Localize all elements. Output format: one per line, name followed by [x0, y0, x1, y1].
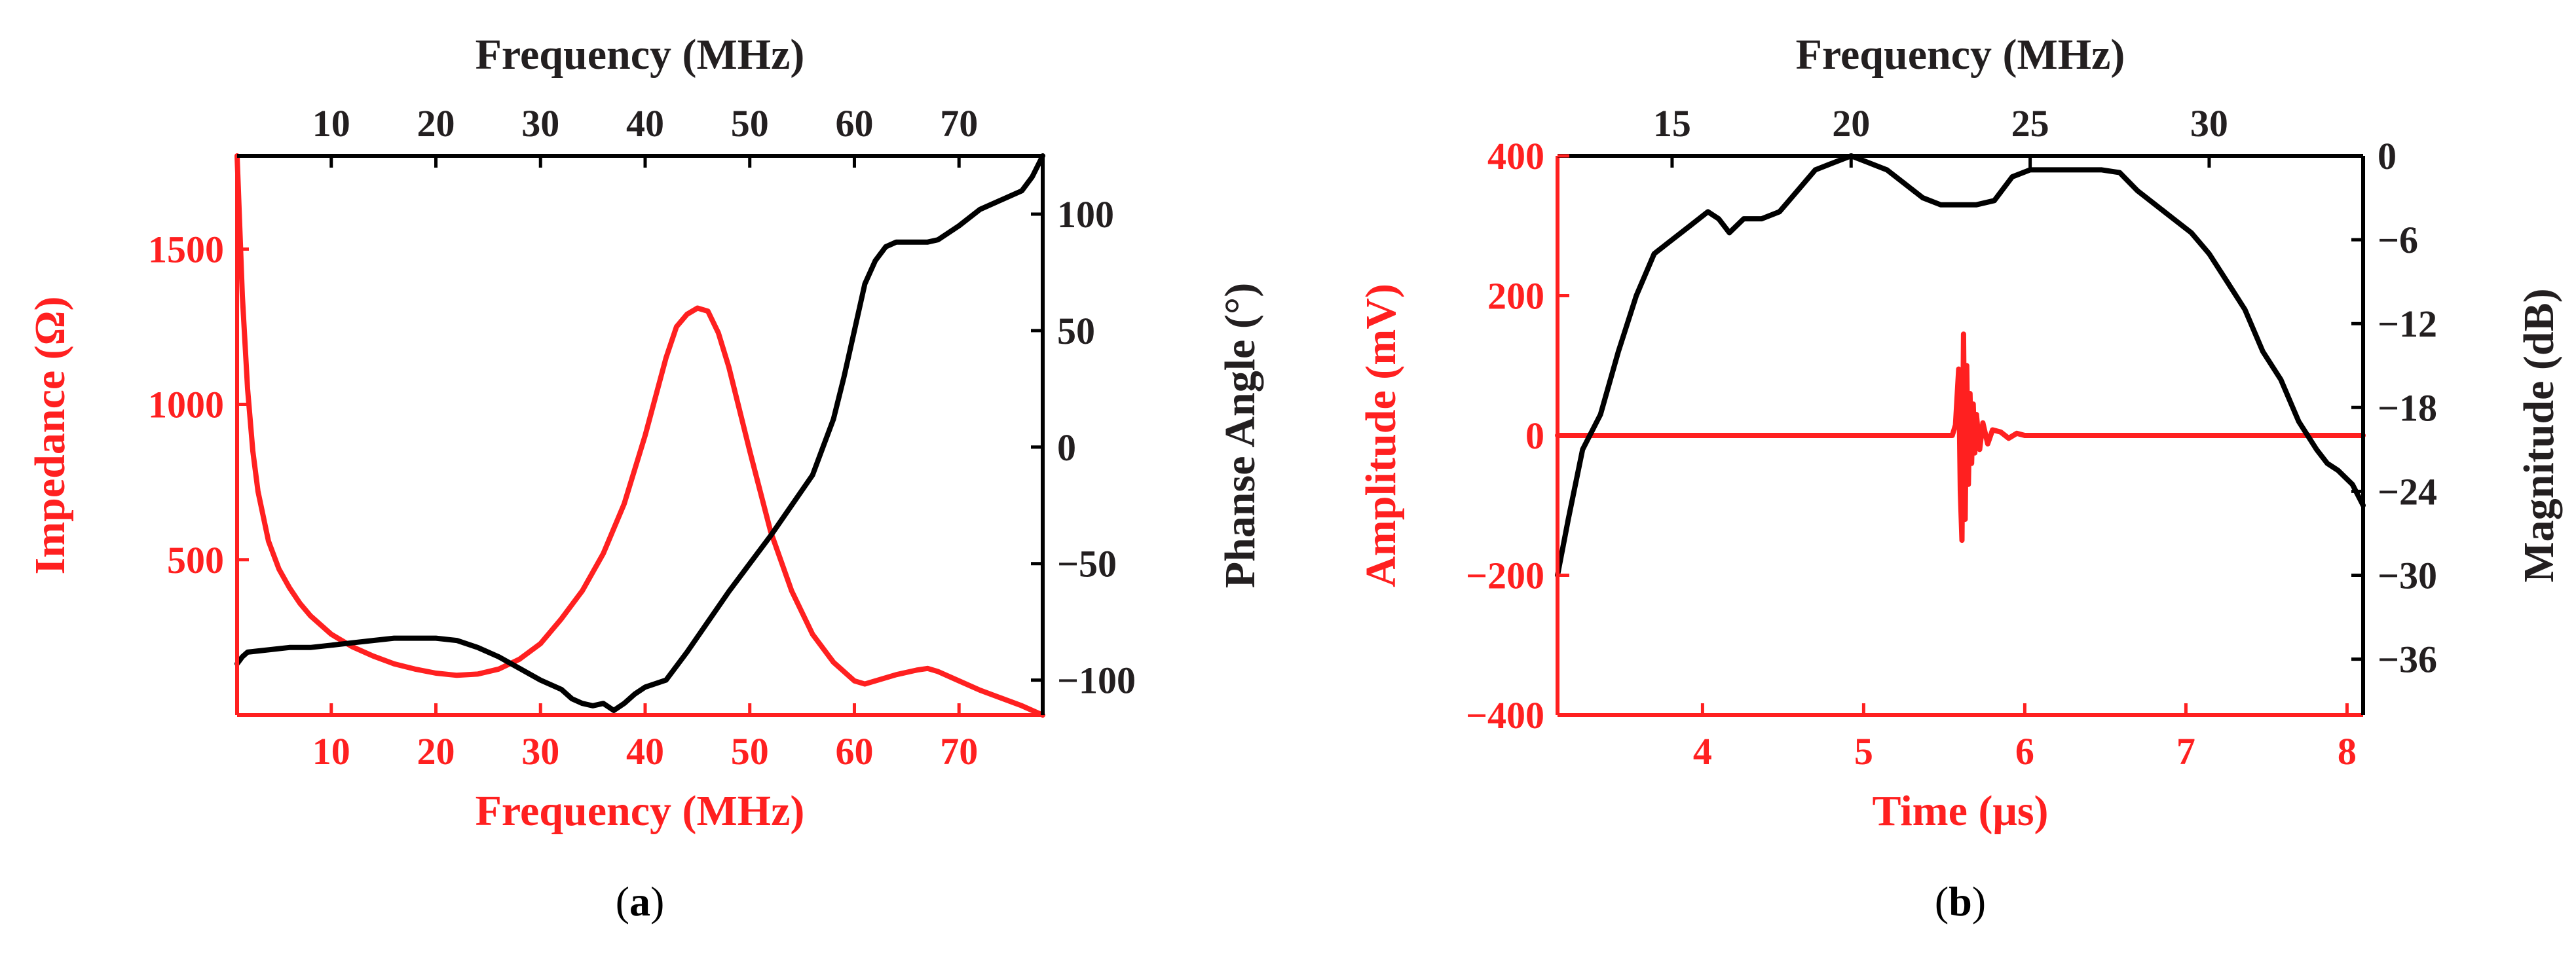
- panel-a-y2-tick-label: −50: [1057, 543, 1117, 585]
- panel-b-y2-tick-label: 0: [2378, 135, 2397, 177]
- panel-a-x2-tick-label: 10: [312, 102, 350, 145]
- panel-a-x-tick-label: 10: [312, 730, 350, 773]
- panel-b-panel-label: (b): [1935, 878, 1986, 925]
- panel-b-y-tick-label: −200: [1466, 555, 1544, 597]
- panel-a-series-phase-angle-line: [234, 153, 1045, 713]
- panel-a-y2-tick-label: 100: [1057, 193, 1114, 236]
- panel-a-x2-axis-label: Frequency (MHz): [476, 31, 805, 79]
- panel-a-x-tick-label: 40: [626, 730, 664, 773]
- panel-b-y2-tick-label: −18: [2378, 386, 2437, 429]
- panel-b-x-tick-label: 7: [2176, 730, 2195, 773]
- panel-b-y2-tick-label: −12: [2378, 303, 2437, 345]
- panel-a-y-tick-label: 1500: [148, 228, 224, 270]
- panel-a-y2-tick-label: 0: [1057, 426, 1076, 469]
- panel-a-x-tick-label: 50: [731, 730, 769, 773]
- panel-b-x-tick-label: 4: [1693, 730, 1712, 773]
- panel-b-x-tick-label: 8: [2338, 730, 2357, 773]
- panel-a-x2-tick-label: 50: [731, 102, 769, 145]
- panel-a-x2-tick-label: 60: [835, 102, 873, 145]
- panel-a-x-axis-label: Frequency (MHz): [476, 787, 805, 835]
- panel-b-y2-tick-label: −6: [2378, 219, 2418, 261]
- panel-b-series-magnitude-line: [1555, 153, 2366, 578]
- panel-b-chart: 4 5 6 7 8 15 20 25 30 −400 −200 0 200 400 0 −6 −12 −18 −24…: [1357, 31, 2563, 925]
- panel-a-y2-tick-label: 50: [1057, 310, 1095, 352]
- panel-a-series-impedance-line: [234, 153, 1045, 718]
- panel-a-y-tick-label: 1000: [148, 384, 224, 426]
- panel-a-y-tick-label: 500: [167, 539, 224, 581]
- panel-a-x-tick-label: 30: [521, 730, 559, 773]
- panel-b-y2-tick-label: −30: [2378, 555, 2437, 597]
- panel-b-x2-tick-label: 25: [2011, 102, 2049, 145]
- panel-a-x2-tick-label: 30: [521, 102, 559, 145]
- panel-a-y-axis-label: Impedance (Ω): [26, 297, 74, 575]
- panel-b-y-tick-label: −400: [1466, 694, 1544, 737]
- panel-a-y2-axis-label: Phanse Angle (°): [1216, 283, 1264, 588]
- panel-b-x-axis-label: Time (μs): [1873, 787, 2049, 835]
- panel-b-y-axis-label: Amplitude (mV): [1357, 284, 1405, 587]
- panel-a-y2-tick-label: −100: [1057, 659, 1136, 702]
- panel-b-y2-tick-label: −36: [2378, 638, 2437, 681]
- panel-a-x2-tick-label: 40: [626, 102, 664, 145]
- panel-b-y-tick-label: 200: [1487, 275, 1544, 318]
- panel-b-x-tick-label: 6: [2015, 730, 2034, 773]
- panel-a-x-tick-label: 20: [417, 730, 455, 773]
- panel-b-y-tick-label: 0: [1525, 415, 1544, 457]
- panel-b-y-tick-label: 400: [1487, 135, 1544, 177]
- panel-a-x-tick-label: 60: [835, 730, 873, 773]
- panel-b-y2-axis-label: Magnitude (dB): [2515, 288, 2563, 582]
- panel-a-x-tick-label: 70: [940, 730, 978, 773]
- panel-b-x-tick-label: 5: [1854, 730, 1873, 773]
- panel-b-y2-tick-label: −24: [2378, 470, 2437, 513]
- panel-b-x2-tick-label: 20: [1832, 102, 1870, 145]
- panel-a-panel-label: (a): [616, 878, 665, 925]
- panel-a-x2-tick-label: 20: [417, 102, 455, 145]
- panel-b-x2-tick-label: 30: [2190, 102, 2228, 145]
- panel-a-x2-tick-label: 70: [940, 102, 978, 145]
- panel-b-series-amplitude-line: [1555, 331, 2366, 543]
- panel-b-x2-tick-label: 15: [1653, 102, 1691, 145]
- panel-b-x2-axis-label: Frequency (MHz): [1796, 31, 2125, 79]
